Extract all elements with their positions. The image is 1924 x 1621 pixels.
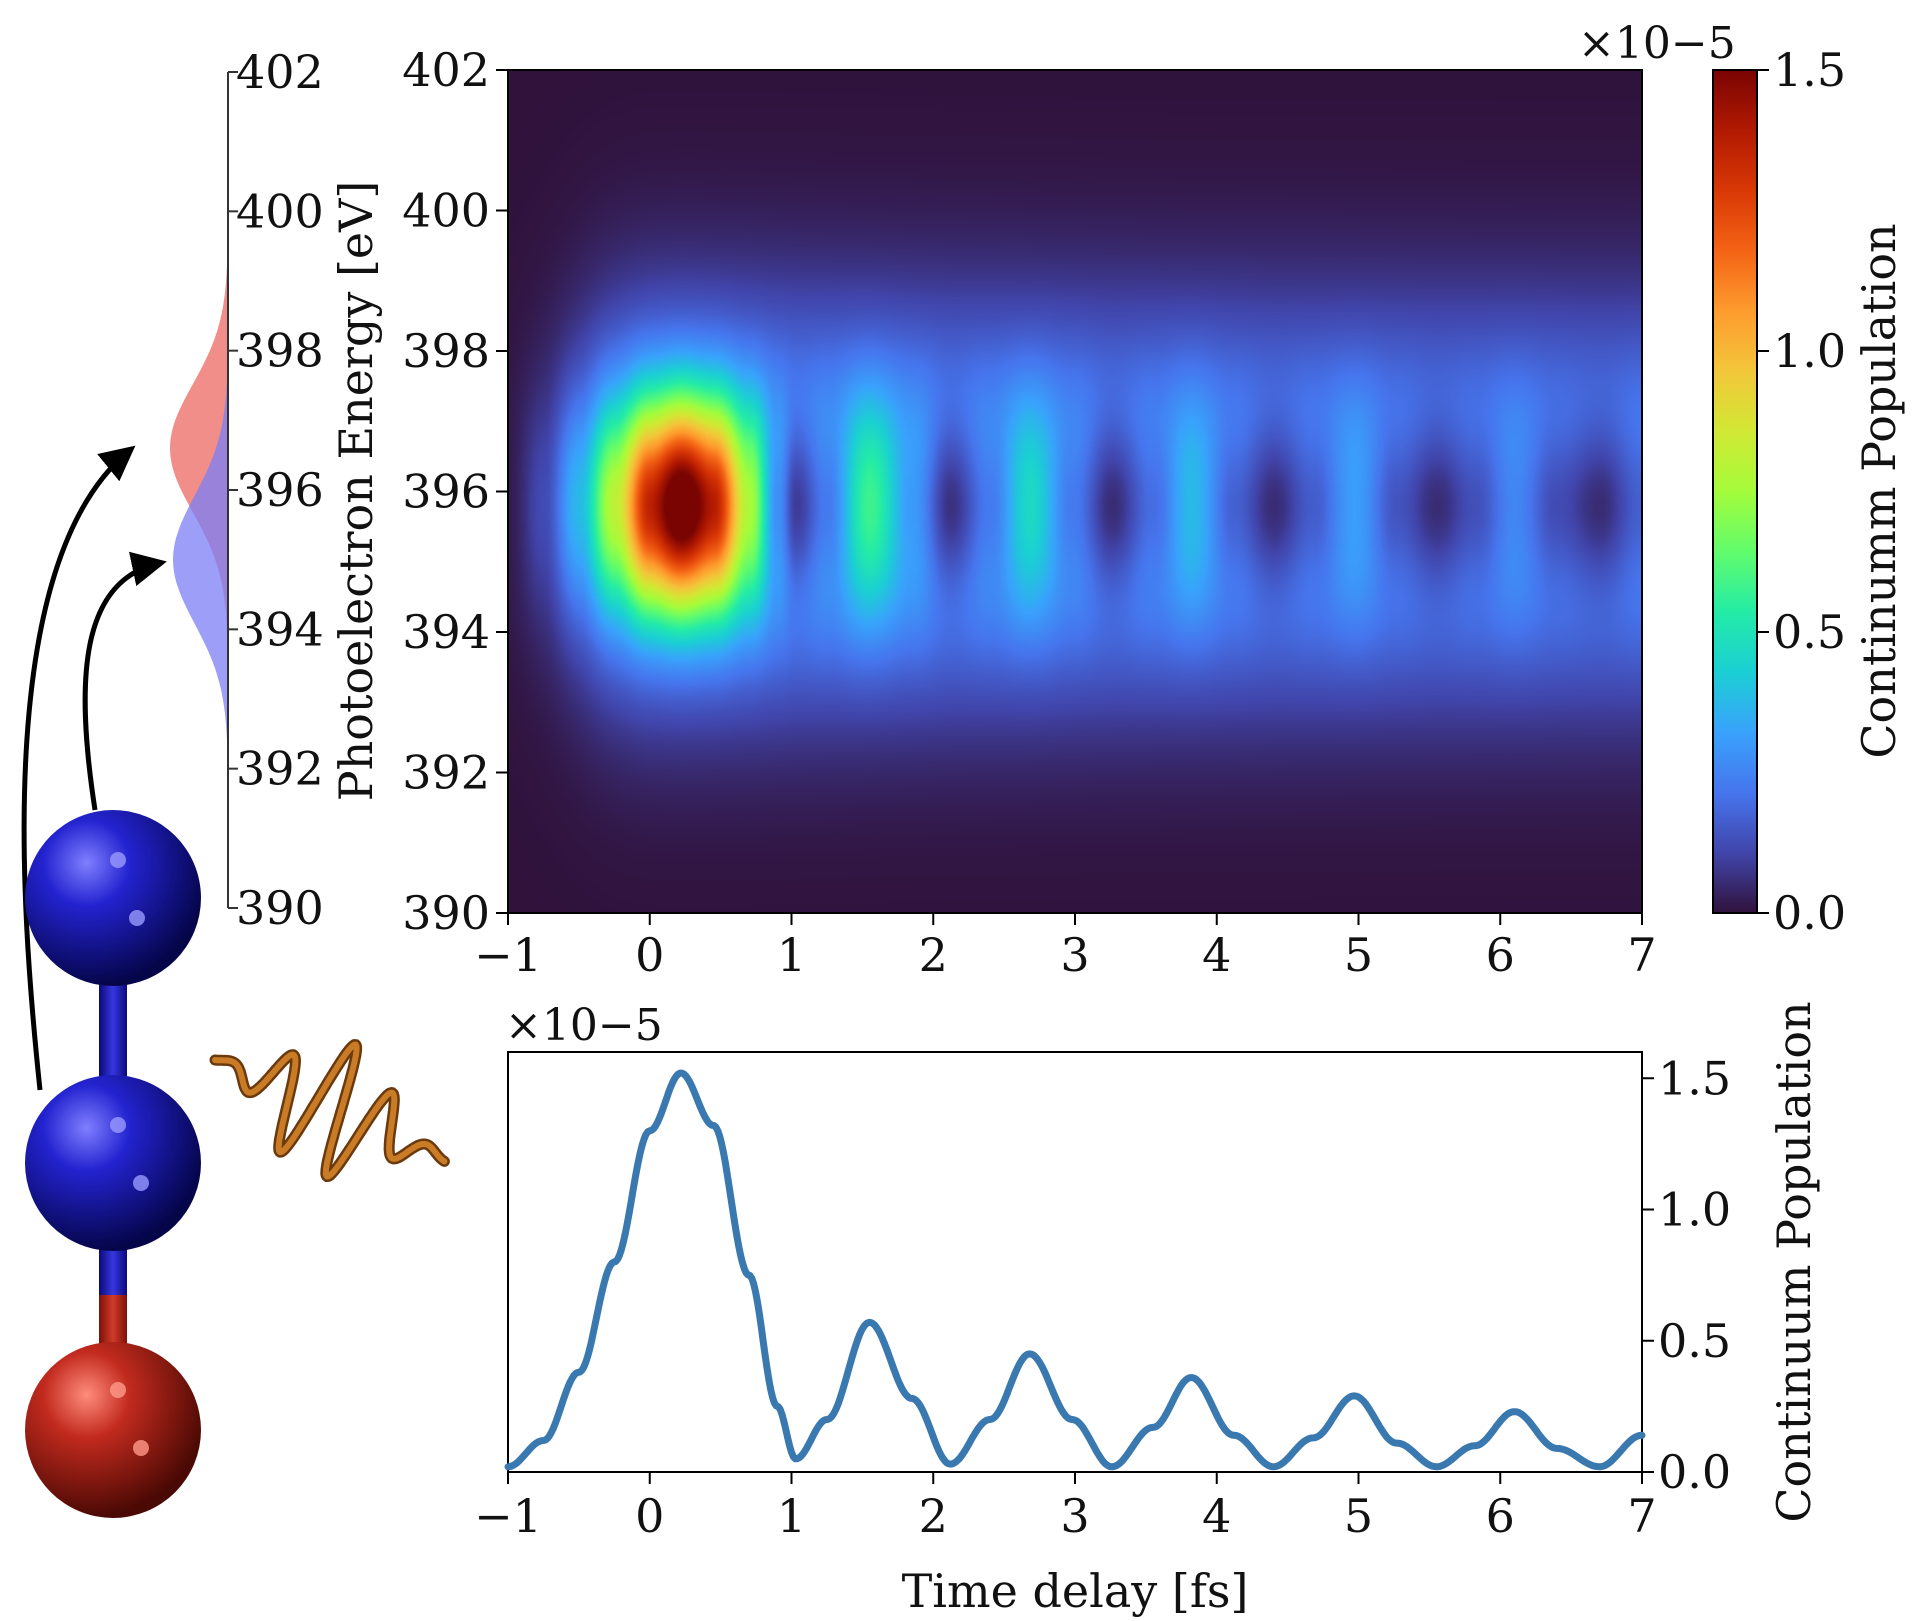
line-xtick-label: 3: [1060, 1489, 1089, 1543]
heatmap-xtick-label: 5: [1344, 928, 1373, 982]
side-spectrum-panel: 390 392 394 396 398 400 402: [170, 45, 324, 935]
heatmap-xtick-label: 0: [635, 928, 664, 982]
spectrum-ticks: 390 392 394 396 398 400 402: [228, 45, 324, 935]
line-xtick-label: 2: [919, 1489, 948, 1543]
line-ytick-label: 0.5: [1658, 1314, 1731, 1368]
line-plot-ticks: −1 0 1 2 3 4 5 6 70.0 0.5 1.0 1.5: [474, 1051, 1731, 1543]
heatmap-xtick-label: 6: [1486, 928, 1515, 982]
continuum-population-line: [504, 1069, 1646, 1471]
spectrum-tick-label: 392: [236, 742, 324, 796]
heatmap-ytick-label: 398: [402, 324, 490, 378]
line-ytick-label: 1.5: [1658, 1051, 1731, 1105]
heatmap-ytick-label: 396: [402, 465, 490, 519]
line-xlabel: Time delay [fs]: [902, 1564, 1249, 1618]
heatmap-xtick-label: 3: [1060, 928, 1089, 982]
line-xtick-label: 7: [1627, 1489, 1656, 1543]
line-plot-panel: −1 0 1 2 3 4 5 6 70.0 0.5 1.0 1.5 ×10−5 Time delay …: [474, 1000, 1821, 1618]
line-xtick-label: 1: [777, 1489, 806, 1543]
xray-pulse-icon: [209, 1039, 450, 1182]
heatmap-ytick-label: 402: [402, 43, 490, 97]
arrow-upper-atom: [82, 551, 167, 811]
highlight-dot: [133, 1440, 149, 1456]
spectrum-area-lower: [173, 72, 228, 908]
colorbar-ticks: 0.0 0.5 1.0 1.5: [1757, 43, 1846, 940]
colorbar-bar: [1713, 70, 1757, 913]
colorbar-tick-label: 1.5: [1773, 43, 1846, 97]
spectrum-tick-label: 390: [236, 881, 324, 935]
colorbar-tick-label: 1.0: [1773, 324, 1846, 378]
heatmap-ytick-label: 400: [402, 184, 490, 238]
heatmap-xtick-label: 2: [919, 928, 948, 982]
heatmap-image: [508, 70, 1642, 913]
colorbar-frame: [1712, 69, 1758, 914]
highlight-dot: [110, 852, 126, 868]
colorbar: 0.0 0.5 1.0 1.5 ×10−5 Continumm Population: [1578, 18, 1906, 940]
spectrum-tick-label: 398: [236, 324, 324, 378]
line-xtick-label: −1: [474, 1489, 542, 1543]
highlight-dot: [129, 910, 145, 926]
heatmap-xtick-label: −1: [474, 928, 542, 982]
line-plot-frame: [507, 1051, 1643, 1473]
colorbar-tick-label: 0.5: [1773, 605, 1846, 659]
line-xtick-label: 0: [635, 1489, 664, 1543]
oxygen-atom: [25, 1342, 201, 1518]
heatmap-panel: −1 0 1 2 3 4 5 6 7 390 392 394 396 398 400 402 Photoele…: [329, 43, 1657, 982]
spectrum-tick-label: 394: [236, 602, 324, 656]
nitrogen-atom-middle: [25, 1075, 201, 1251]
arrow-lower-atom: [21, 445, 136, 1091]
heatmap-ytick-label: 394: [402, 605, 490, 659]
line-ytick-label: 1.0: [1658, 1183, 1731, 1237]
molecule-illustration: [21, 445, 201, 1518]
line-ylabel: Continuum Population: [1767, 1001, 1821, 1522]
line-xtick-label: 5: [1344, 1489, 1373, 1543]
spectrum-tick-label: 402: [236, 45, 324, 99]
heatmap-ticks: −1 0 1 2 3 4 5 6 7 390 392 394 396 398 400 402: [402, 43, 1656, 982]
spectrum-tick-label: 396: [236, 463, 324, 517]
heatmap-ytick-label: 390: [402, 886, 490, 940]
colorbar-label: Continumm Population: [1852, 223, 1906, 758]
heatmap-image-container: [508, 70, 1642, 913]
heatmap-multiplier: ×10−5: [1578, 18, 1736, 69]
line-xtick-label: 4: [1202, 1489, 1231, 1543]
colorbar-tick-label: 0.0: [1773, 886, 1846, 940]
highlight-dot: [133, 1175, 149, 1191]
heatmap-ylabel: Photoelectron Energy [eV]: [329, 181, 383, 802]
heatmap-xtick-label: 1: [777, 928, 806, 982]
nitrogen-atom-top: [25, 810, 201, 986]
line-ytick-label: 0.0: [1658, 1445, 1731, 1499]
spectrum-tick-label: 400: [236, 184, 324, 238]
heatmap-ytick-label: 392: [402, 746, 490, 800]
heatmap-xtick-label: 4: [1202, 928, 1231, 982]
heatmap-xtick-label: 7: [1627, 928, 1656, 982]
line-multiplier: ×10−5: [505, 1000, 663, 1051]
highlight-dot: [110, 1382, 126, 1398]
line-xtick-label: 6: [1486, 1489, 1515, 1543]
highlight-dot: [110, 1117, 126, 1133]
pulse-wave: [212, 1041, 448, 1180]
